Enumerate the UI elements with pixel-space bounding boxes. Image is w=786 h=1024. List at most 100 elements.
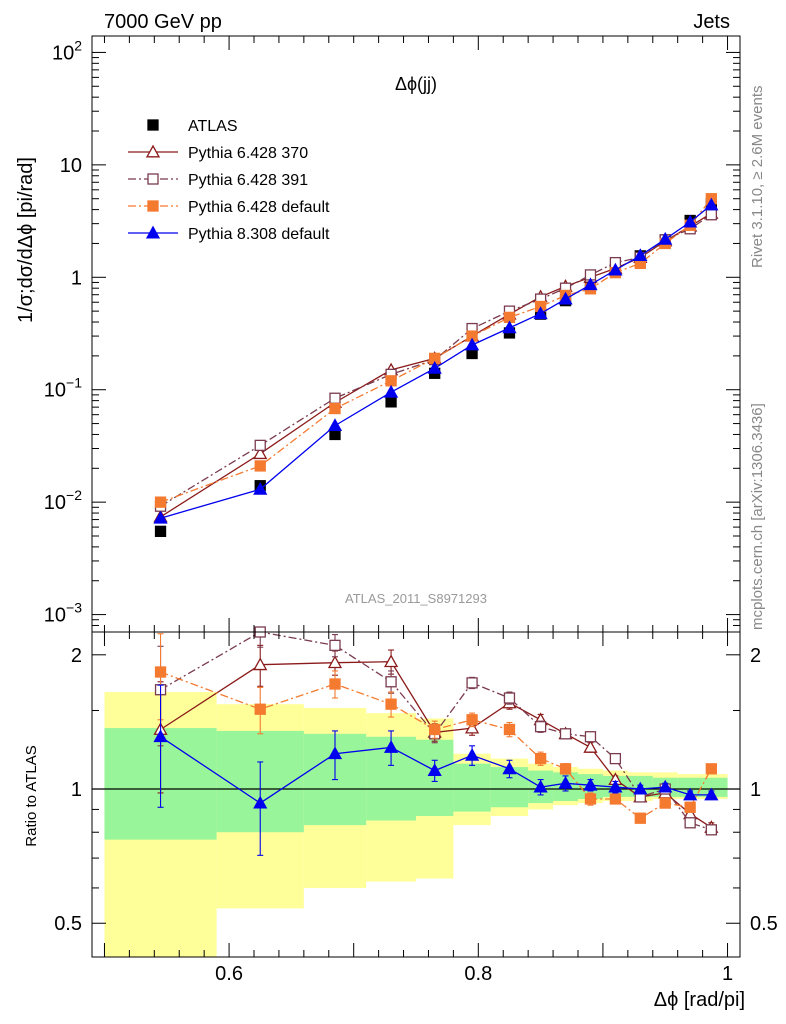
ratio-point xyxy=(253,657,268,671)
main-point xyxy=(329,392,341,404)
main-point xyxy=(608,262,623,276)
main-point xyxy=(464,337,480,351)
ratio-xtick-label: 1 xyxy=(722,963,733,985)
main-ytick-label: 102 xyxy=(52,37,82,64)
ratio-point xyxy=(583,740,598,753)
ratio-point xyxy=(584,793,597,805)
ratio-band-green xyxy=(677,777,703,797)
ratio-point xyxy=(559,763,572,775)
main-ytick-label: 10−1 xyxy=(44,375,82,402)
main-series-4 xyxy=(153,197,719,524)
legend-label: Pythia 6.428 default xyxy=(188,199,330,216)
ratio-point xyxy=(584,731,597,743)
main-point xyxy=(658,231,673,245)
ratio-point xyxy=(583,777,598,791)
ratio-point xyxy=(558,775,573,789)
ratio-plot: 0.5 0.5 1 1 2 2 0.6 0.8 1 Ratio to ATLAS Δϕ [rad… xyxy=(23,626,778,1011)
main-point xyxy=(385,375,397,387)
ratio-point xyxy=(253,795,268,809)
ratio-ytick-label: 2 xyxy=(71,645,82,667)
ratio-point xyxy=(684,801,696,813)
main-ytick-base: 10 xyxy=(44,380,66,402)
main-ytick-label: 1 xyxy=(71,267,82,289)
ratio-point xyxy=(383,740,399,753)
main-point xyxy=(329,402,341,415)
legend-label: Pythia 6.428 391 xyxy=(188,172,308,189)
ratio-xtick-label: 0.6 xyxy=(215,963,243,985)
legend-marker xyxy=(147,173,159,185)
main-point xyxy=(327,418,343,432)
main-point xyxy=(558,291,573,305)
main-point xyxy=(502,320,517,334)
ratio-point xyxy=(659,797,671,809)
main-point xyxy=(385,396,397,408)
header-right: Jets xyxy=(693,11,730,33)
main-point xyxy=(633,248,648,262)
ratio-point xyxy=(608,779,623,793)
main-ytick-exp: −3 xyxy=(66,600,82,616)
ratio-ylabel: Ratio to ATLAS xyxy=(23,745,40,846)
legend-marker xyxy=(145,144,161,158)
ratio-point xyxy=(464,748,480,761)
ratio-point xyxy=(429,723,441,736)
ratio-point xyxy=(327,655,343,669)
main-point xyxy=(253,446,268,460)
main-ytick-base: 10 xyxy=(44,492,66,514)
ratio-point xyxy=(534,721,547,733)
main-ytick-base: 10 xyxy=(44,605,66,627)
ratio-band-green xyxy=(702,777,728,797)
ratio-point xyxy=(385,698,397,710)
main-ytick-base: 1 xyxy=(71,267,82,289)
main-ytick-label: 10−2 xyxy=(44,487,82,514)
main-point xyxy=(583,277,598,291)
main-point xyxy=(704,197,719,211)
analysis-label: ATLAS_2011_S8971293 xyxy=(345,591,487,606)
ratio-xtick-label: 0.8 xyxy=(464,963,492,985)
main-point xyxy=(533,306,548,320)
legend-marker xyxy=(145,225,161,239)
ratio-point xyxy=(154,666,167,678)
ratio-point xyxy=(634,812,646,824)
ratio-ytick-label: 1 xyxy=(71,779,82,801)
legend-marker xyxy=(147,200,159,212)
ratio-point xyxy=(464,720,480,734)
ratio-point xyxy=(683,787,698,801)
legend-label: Pythia 8.308 default xyxy=(188,226,330,243)
ratio-point xyxy=(533,779,548,793)
ratio-point xyxy=(633,781,648,795)
ratio-point xyxy=(609,752,622,765)
ratio-ytick-label-right: 0.5 xyxy=(750,913,778,935)
ratio-point xyxy=(502,761,517,775)
rivet-label: Rivet 3.1.10, ≥ 2.6M events xyxy=(749,86,766,269)
ratio-point xyxy=(609,793,622,805)
ratio-point xyxy=(466,714,478,726)
ratio-plot-frame xyxy=(91,631,741,958)
ratio-point xyxy=(466,677,478,689)
main-point xyxy=(705,209,717,221)
main-ylabel: 1/σ;dσ/dΔϕ [pi/rad] xyxy=(15,157,37,323)
main-ytick-label: 10 xyxy=(60,155,82,177)
ratio-series-2 xyxy=(154,633,717,824)
ratio-point xyxy=(559,728,572,740)
ratio-point xyxy=(153,729,168,743)
main-point xyxy=(383,384,399,398)
ratio-series-3 xyxy=(153,684,719,856)
ratio-point xyxy=(329,639,341,652)
ratio-point xyxy=(658,779,673,793)
ratio-point xyxy=(327,746,343,760)
ratio-ytick-label: 0.5 xyxy=(54,913,82,935)
ratio-point xyxy=(503,723,516,736)
ratio-ytick-label-right: 2 xyxy=(750,645,761,667)
main-point xyxy=(427,360,442,374)
main-ytick-exp: −2 xyxy=(66,487,82,503)
ratio-point xyxy=(503,692,516,704)
x-axis-label: Δϕ [rad/pi] xyxy=(654,989,745,1011)
ratio-ytick-label-right: 1 xyxy=(750,779,761,801)
main-ytick-base: 10 xyxy=(52,42,74,64)
ratio-point xyxy=(704,787,719,801)
main-ytick-base: 10 xyxy=(60,155,82,177)
ratio-point xyxy=(684,817,696,829)
main-point xyxy=(683,214,698,228)
